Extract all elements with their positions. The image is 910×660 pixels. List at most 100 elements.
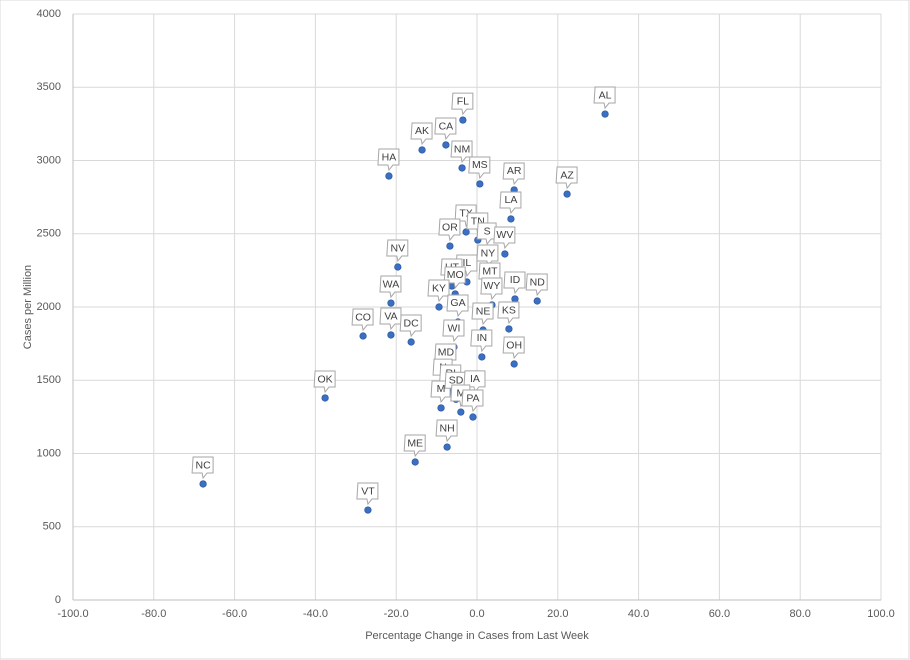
data-callout	[451, 92, 474, 116]
data-label: AZ	[560, 169, 574, 181]
y-tick-label: 4000	[37, 8, 61, 20]
x-tick-label: -100.0	[57, 608, 88, 620]
data-callout	[525, 273, 548, 297]
point	[407, 338, 415, 346]
data-label: M	[437, 383, 446, 395]
point	[446, 242, 454, 250]
data-callout	[399, 314, 422, 338]
data-label: KS	[502, 304, 516, 316]
point	[469, 413, 477, 421]
data-label: AL	[599, 89, 612, 101]
point	[563, 190, 571, 198]
y-tick-label: 3500	[37, 81, 61, 93]
data-callout	[503, 271, 526, 295]
point	[505, 325, 513, 333]
point	[533, 297, 541, 305]
point	[437, 404, 445, 412]
data-callout	[377, 148, 400, 172]
data-callout	[497, 301, 520, 325]
x-tick-label: 20.0	[547, 608, 568, 620]
data-label: PA	[466, 392, 479, 404]
data-label: MT	[482, 265, 498, 277]
x-tick-label: 60.0	[709, 608, 730, 620]
data-label: WV	[496, 229, 513, 241]
data-label: NH	[440, 422, 455, 434]
point	[476, 180, 484, 188]
point	[601, 110, 609, 118]
data-label: GA	[450, 297, 465, 309]
point	[442, 141, 450, 149]
data-callout	[434, 117, 457, 141]
y-tick-label: 1500	[37, 374, 61, 386]
data-label: M	[456, 387, 465, 399]
point	[435, 303, 443, 311]
x-tick-label: 40.0	[628, 608, 649, 620]
data-label: IL	[463, 257, 472, 269]
y-tick-label: 2000	[37, 301, 61, 313]
point	[418, 146, 426, 154]
data-callout	[410, 122, 433, 146]
y-axis-title: Cases per Million	[22, 265, 34, 349]
data-callout	[403, 434, 426, 458]
point	[511, 295, 519, 303]
point	[321, 394, 329, 402]
x-tick-label: -80.0	[141, 608, 166, 620]
data-label: AR	[507, 165, 522, 177]
data-label: NE	[476, 305, 491, 317]
x-tick-label: -60.0	[222, 608, 247, 620]
point	[501, 250, 509, 258]
data-label: WA	[383, 278, 400, 290]
data-callout	[480, 277, 503, 301]
data-label: S	[484, 225, 491, 237]
data-label: MD	[438, 346, 455, 358]
y-tick-label: 1000	[37, 447, 61, 459]
data-callout	[555, 166, 578, 190]
point	[387, 299, 395, 307]
data-label: WI	[448, 322, 461, 334]
x-tick-label: 100.0	[867, 608, 895, 620]
data-callout	[499, 191, 522, 215]
point	[411, 458, 419, 466]
data-label: LA	[505, 194, 518, 206]
data-label: ME	[407, 437, 423, 449]
data-callout	[351, 308, 374, 332]
data-callout	[446, 294, 469, 318]
data-label: NY	[481, 247, 496, 259]
data-callout	[435, 419, 458, 443]
point	[385, 172, 393, 180]
data-callout	[191, 456, 214, 480]
data-label: OK	[318, 373, 333, 385]
data-callout	[313, 370, 336, 394]
data-label: NC	[196, 459, 212, 471]
data-label: VT	[361, 485, 375, 497]
point	[387, 331, 395, 339]
data-callout	[438, 218, 461, 242]
y-tick-label: 0	[55, 594, 61, 606]
data-label: OH	[506, 339, 522, 351]
x-tick-label: -40.0	[303, 608, 328, 620]
data-label: DC	[404, 317, 420, 329]
data-label: NM	[454, 143, 470, 155]
point	[459, 116, 467, 124]
data-label: CA	[439, 120, 454, 132]
data-callout	[593, 86, 616, 110]
y-tick-label: 2500	[37, 228, 61, 240]
point	[462, 228, 470, 236]
data-label: NV	[391, 242, 406, 254]
point	[359, 332, 367, 340]
point	[507, 215, 515, 223]
data-callout	[379, 275, 402, 299]
data-callout	[386, 239, 409, 263]
point	[394, 263, 402, 271]
data-label: CO	[355, 311, 371, 323]
data-callout	[502, 162, 525, 186]
data-callout	[427, 279, 450, 303]
point	[457, 408, 465, 416]
point	[364, 506, 372, 514]
data-callout	[471, 302, 494, 326]
data-callout	[379, 307, 402, 331]
x-tick-label: -20.0	[384, 608, 409, 620]
x-tick-label: 80.0	[789, 608, 810, 620]
x-tick-label: 0.0	[469, 608, 484, 620]
